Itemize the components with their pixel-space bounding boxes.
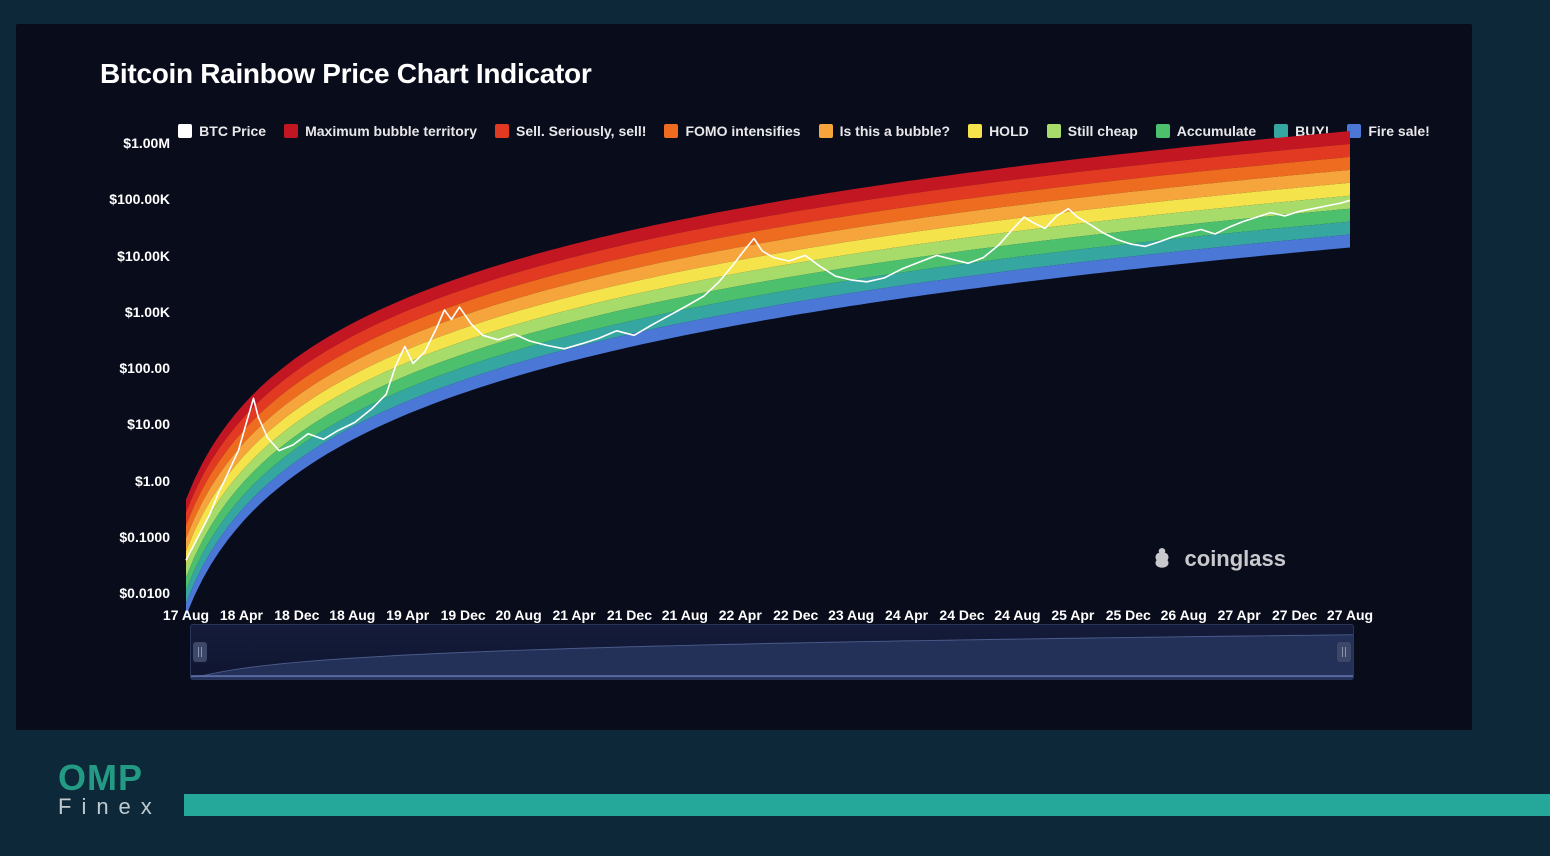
brand-line2: Finex (58, 794, 162, 820)
watermark: coinglass (1149, 546, 1286, 572)
legend-item[interactable]: Still cheap (1047, 123, 1138, 139)
legend-label: Is this a bubble? (840, 123, 950, 139)
legend-swatch (968, 124, 982, 138)
chart-panel: Bitcoin Rainbow Price Chart Indicator BT… (16, 24, 1472, 730)
legend-item[interactable]: FOMO intensifies (664, 123, 800, 139)
y-tick-label: $0.1000 (30, 529, 170, 545)
y-tick-label: $100.00 (30, 360, 170, 376)
legend-swatch (178, 124, 192, 138)
scrubber-svg (191, 625, 1353, 679)
legend-swatch (1156, 124, 1170, 138)
chart-title: Bitcoin Rainbow Price Chart Indicator (100, 58, 591, 90)
legend-item[interactable]: Accumulate (1156, 123, 1256, 139)
legend-swatch (284, 124, 298, 138)
x-tick-label: 25 Dec (1106, 607, 1151, 623)
x-tick-label: 26 Aug (1161, 607, 1207, 623)
chart-legend: BTC Price Maximum bubble territory Sell. S… (196, 120, 1412, 142)
y-tick-label: $100.00K (30, 191, 170, 207)
legend-label: Fire sale! (1368, 123, 1429, 139)
x-tick-label: 27 Dec (1272, 607, 1317, 623)
legend-label: BTC Price (199, 123, 266, 139)
legend-label: Maximum bubble territory (305, 123, 477, 139)
legend-swatch (664, 124, 678, 138)
coinglass-icon (1149, 546, 1175, 572)
legend-item[interactable]: Fire sale! (1347, 123, 1429, 139)
legend-label: FOMO intensifies (685, 123, 800, 139)
x-tick-label: 22 Dec (773, 607, 818, 623)
x-tick-label: 21 Apr (552, 607, 595, 623)
y-tick-label: $10.00 (30, 416, 170, 432)
legend-label: Still cheap (1068, 123, 1138, 139)
time-scrubber[interactable] (190, 624, 1354, 680)
x-tick-label: 24 Dec (939, 607, 984, 623)
watermark-text: coinglass (1185, 546, 1286, 572)
legend-label: Sell. Seriously, sell! (516, 123, 646, 139)
x-tick-label: 18 Dec (274, 607, 319, 623)
x-tick-label: 19 Apr (386, 607, 429, 623)
x-tick-label: 27 Apr (1218, 607, 1261, 623)
x-tick-label: 21 Aug (662, 607, 708, 623)
x-tick-label: 22 Apr (719, 607, 762, 623)
footer-accent-bar (184, 794, 1550, 816)
legend-item[interactable]: Maximum bubble territory (284, 123, 477, 139)
legend-swatch (495, 124, 509, 138)
legend-label: HOLD (989, 123, 1029, 139)
scrubber-handle-left[interactable] (193, 642, 207, 662)
x-tick-label: 25 Apr (1051, 607, 1094, 623)
legend-swatch (819, 124, 833, 138)
legend-item[interactable]: BTC Price (178, 123, 266, 139)
page-root: Bitcoin Rainbow Price Chart Indicator BT… (0, 0, 1550, 856)
legend-swatch (1047, 124, 1061, 138)
x-tick-label: 24 Aug (994, 607, 1040, 623)
y-tick-label: $1.00 (30, 473, 170, 489)
y-tick-label: $1.00M (30, 135, 170, 151)
x-tick-label: 21 Dec (607, 607, 652, 623)
brand-logo: OMP Finex (58, 760, 162, 820)
x-tick-label: 18 Aug (329, 607, 375, 623)
y-tick-label: $0.0100 (30, 585, 170, 601)
x-tick-label: 27 Aug (1327, 607, 1373, 623)
x-tick-label: 19 Dec (441, 607, 486, 623)
x-tick-label: 24 Apr (885, 607, 928, 623)
legend-item[interactable]: Is this a bubble? (819, 123, 950, 139)
x-tick-label: 17 Aug (163, 607, 209, 623)
brand-line1: OMP (58, 760, 162, 796)
legend-item[interactable]: Sell. Seriously, sell! (495, 123, 646, 139)
footer: OMP Finex (0, 730, 1550, 856)
y-tick-label: $1.00K (30, 304, 170, 320)
y-tick-label: $10.00K (30, 248, 170, 264)
legend-label: Accumulate (1177, 123, 1256, 139)
legend-item[interactable]: HOLD (968, 123, 1029, 139)
scrubber-handle-right[interactable] (1337, 642, 1351, 662)
x-tick-label: 18 Apr (220, 607, 263, 623)
legend-swatch (1274, 124, 1288, 138)
x-tick-label: 23 Aug (828, 607, 874, 623)
x-tick-label: 20 Aug (495, 607, 541, 623)
chart-svg (186, 144, 1350, 594)
chart-plot-area: $1.00M$100.00K$10.00K$1.00K$100.00$10.00… (186, 144, 1350, 594)
